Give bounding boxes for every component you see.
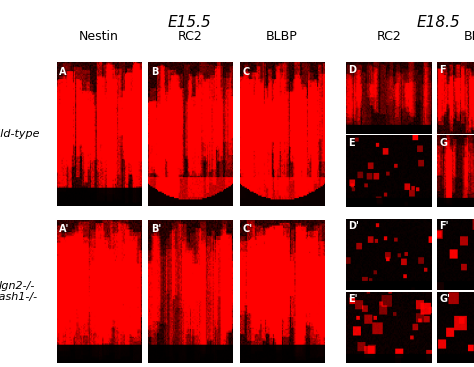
Text: A': A' xyxy=(59,224,70,234)
Text: BLBP: BLBP xyxy=(266,30,298,43)
Text: wild-type: wild-type xyxy=(0,129,40,139)
Text: D': D' xyxy=(348,221,359,231)
Text: F: F xyxy=(439,65,446,75)
Text: C: C xyxy=(242,67,249,77)
Text: E18.5: E18.5 xyxy=(417,15,460,30)
Text: F': F' xyxy=(439,221,449,231)
Text: RC2: RC2 xyxy=(178,30,203,43)
Text: G: G xyxy=(439,138,447,148)
Text: C': C' xyxy=(242,224,252,234)
Text: G': G' xyxy=(439,294,450,304)
Text: B: B xyxy=(151,67,158,77)
Text: BLBP: BLBP xyxy=(464,30,474,43)
Text: D: D xyxy=(348,65,356,75)
Text: Ngn2-/-
Mash1-/-: Ngn2-/- Mash1-/- xyxy=(0,281,38,302)
Text: A: A xyxy=(59,67,67,77)
Text: E15.5: E15.5 xyxy=(168,15,211,30)
Text: E: E xyxy=(348,138,355,148)
Text: B': B' xyxy=(151,224,161,234)
Text: RC2: RC2 xyxy=(377,30,401,43)
Text: E': E' xyxy=(348,294,358,304)
Text: Nestin: Nestin xyxy=(79,30,119,43)
